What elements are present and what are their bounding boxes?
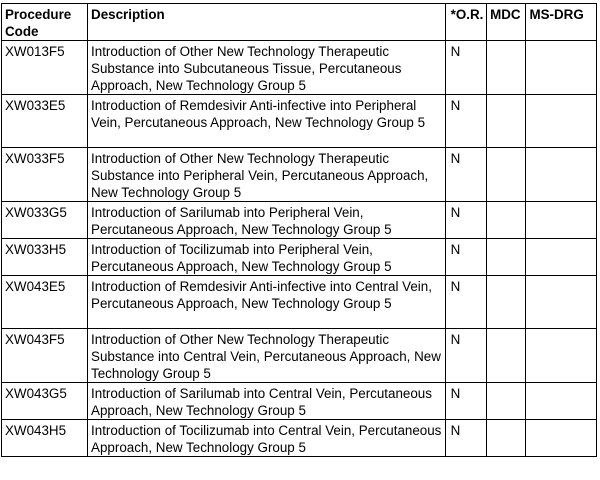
table-row: XW033H5 Introduction of Tocilizumab into… <box>0 238 597 276</box>
cell-or: N <box>444 147 488 202</box>
cell-mdc <box>486 147 527 202</box>
header-ms-drg: MS-DRG <box>525 3 597 41</box>
cell-or: N <box>444 382 488 420</box>
cell-mdc <box>486 275 527 329</box>
cell-mdc <box>486 238 527 276</box>
cell-procedure-code: XW033H5 <box>0 238 89 276</box>
cell-or: N <box>444 419 488 457</box>
cell-description: Introduction of Tocilizumab into Periphe… <box>87 238 446 276</box>
cell-mdc <box>486 419 527 457</box>
cell-ms-drg <box>525 328 597 383</box>
cell-or: N <box>444 201 488 239</box>
table-row: XW033G5 Introduction of Sarilumab into P… <box>0 201 597 239</box>
cell-procedure-code: XW033G5 <box>0 201 89 239</box>
cell-description: Introduction of Other New Technology The… <box>87 40 446 95</box>
cell-description: Introduction of Sarilumab into Periphera… <box>87 201 446 239</box>
cell-ms-drg <box>525 419 597 457</box>
cell-procedure-code: XW043F5 <box>0 328 89 383</box>
cell-procedure-code: XW013F5 <box>0 40 89 95</box>
cell-ms-drg <box>525 382 597 420</box>
cell-ms-drg <box>525 201 597 239</box>
table-row: XW043E5 Introduction of Remdesivir Anti-… <box>0 275 597 329</box>
cell-procedure-code: XW043G5 <box>0 382 89 420</box>
header-or: *O.R. <box>444 3 488 41</box>
cell-description: Introduction of Other New Technology The… <box>87 147 446 202</box>
cell-or: N <box>444 40 488 95</box>
cell-ms-drg <box>525 94 597 148</box>
cell-ms-drg <box>525 275 597 329</box>
table-row: XW033F5 Introduction of Other New Techno… <box>0 147 597 202</box>
cell-mdc <box>486 201 527 239</box>
cell-mdc <box>486 40 527 95</box>
cell-description: Introduction of Remdesivir Anti-infectiv… <box>87 275 446 329</box>
cell-procedure-code: XW043H5 <box>0 419 89 457</box>
cell-description: Introduction of Remdesivir Anti-infectiv… <box>87 94 446 148</box>
cell-or: N <box>444 238 488 276</box>
table-row: XW013F5 Introduction of Other New Techno… <box>0 40 597 95</box>
cell-or: N <box>444 94 488 148</box>
header-mdc: MDC <box>486 3 527 41</box>
table-row: XW043F5 Introduction of Other New Techno… <box>0 328 597 383</box>
cell-procedure-code: XW043E5 <box>0 275 89 329</box>
cell-or: N <box>444 328 488 383</box>
cell-or: N <box>444 275 488 329</box>
procedure-table: Procedure Code Description *O.R. MDC MS-… <box>0 3 597 457</box>
cell-mdc <box>486 382 527 420</box>
cell-procedure-code: XW033F5 <box>0 147 89 202</box>
cell-procedure-code: XW033E5 <box>0 94 89 148</box>
table-header-row: Procedure Code Description *O.R. MDC MS-… <box>0 3 597 41</box>
cell-ms-drg <box>525 238 597 276</box>
table-row: XW043H5 Introduction of Tocilizumab into… <box>0 419 597 457</box>
cell-ms-drg <box>525 40 597 95</box>
cell-mdc <box>486 94 527 148</box>
table-row: XW033E5 Introduction of Remdesivir Anti-… <box>0 94 597 148</box>
header-description: Description <box>87 3 446 41</box>
cell-description: Introduction of Sarilumab into Central V… <box>87 382 446 420</box>
cell-ms-drg <box>525 147 597 202</box>
cell-description: Introduction of Tocilizumab into Central… <box>87 419 446 457</box>
cell-description: Introduction of Other New Technology The… <box>87 328 446 383</box>
cell-mdc <box>486 328 527 383</box>
header-procedure-code: Procedure Code <box>0 3 89 41</box>
table-row: XW043G5 Introduction of Sarilumab into C… <box>0 382 597 420</box>
